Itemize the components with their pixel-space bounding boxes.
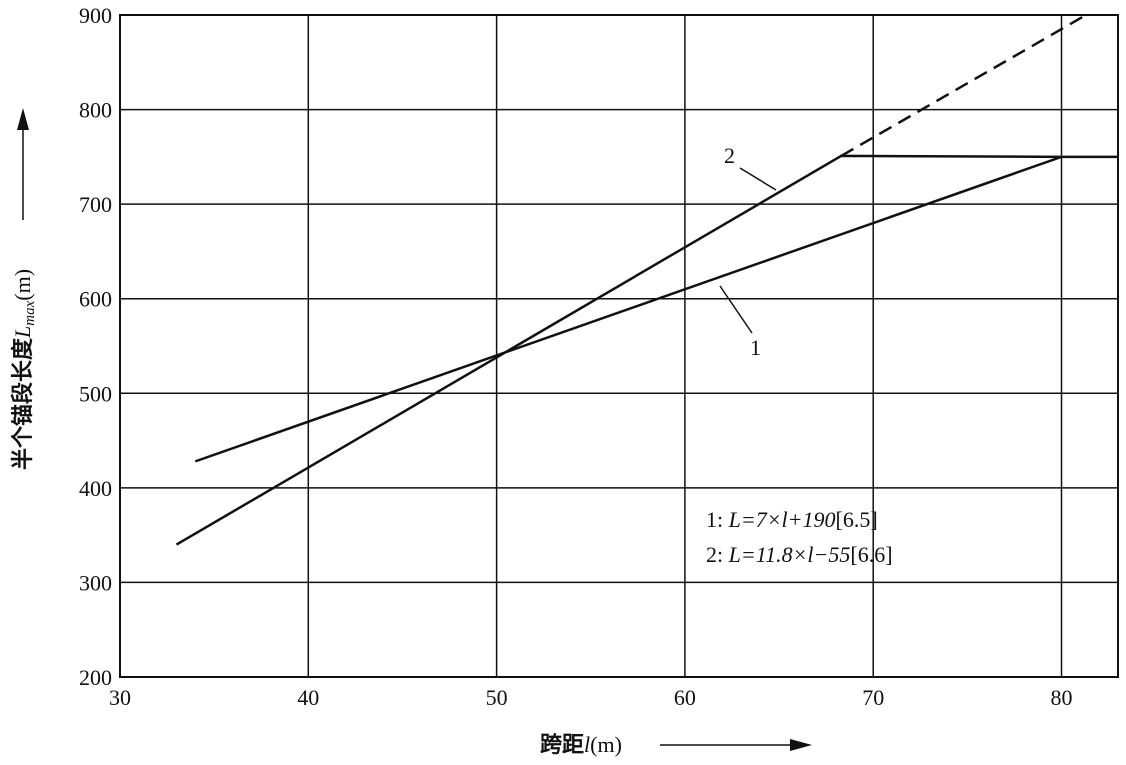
x-tick-label: 40 — [297, 685, 319, 710]
series-label-2-text: 2 — [724, 143, 735, 168]
y-tick-label: 700 — [79, 192, 112, 217]
tick-labels: 30 40 50 60 70 80 200 300 400 500 600 700 800 900 — [79, 3, 1073, 710]
series-lines — [175, 13, 1118, 546]
x-axis-label: 跨距l(m) — [540, 732, 812, 757]
leader-line-2 — [739, 167, 777, 191]
x-tick-label: 70 — [862, 685, 884, 710]
y-tick-label: 800 — [79, 98, 112, 123]
y-tick-label: 300 — [79, 570, 112, 595]
y-tick-label: 900 — [79, 3, 112, 28]
series-label-2: 2 — [724, 143, 777, 191]
leader-line-1 — [719, 285, 753, 334]
series-line-2 — [175, 154, 1062, 546]
plot-frame — [119, 14, 1119, 678]
series-line-1 — [194, 155, 1118, 463]
x-tick-label: 80 — [1051, 685, 1073, 710]
series-label-1-text: 1 — [750, 335, 761, 360]
x-tick-label: 50 — [486, 685, 508, 710]
y-tick-label: 400 — [79, 476, 112, 501]
legend: 1: L=7×l+190[6.5] 2: L=11.8×l−55[6.6] — [706, 507, 893, 567]
legend-entry-2: 2: L=11.8×l−55[6.6] — [706, 542, 893, 567]
svg-text:半个锚段长度Lmax(m): 半个锚段长度Lmax(m) — [10, 269, 38, 470]
x-arrow-head-icon — [790, 739, 812, 751]
y-tick-label: 600 — [79, 287, 112, 312]
series-dashed-2 — [840, 13, 1087, 157]
series-label-1: 1 — [719, 285, 761, 360]
svg-text:跨距l(m): 跨距l(m) — [540, 732, 622, 757]
legend-entry-1: 1: L=7×l+190[6.5] — [706, 507, 878, 532]
x-tick-label: 30 — [109, 685, 131, 710]
y-arrow-head-icon — [17, 108, 29, 130]
x-tick-label: 60 — [674, 685, 696, 710]
y-tick-label: 200 — [79, 665, 112, 690]
y-tick-label: 500 — [79, 381, 112, 406]
y-axis-label: 半个锚段长度Lmax(m) — [10, 108, 38, 470]
grid — [119, 14, 1119, 678]
